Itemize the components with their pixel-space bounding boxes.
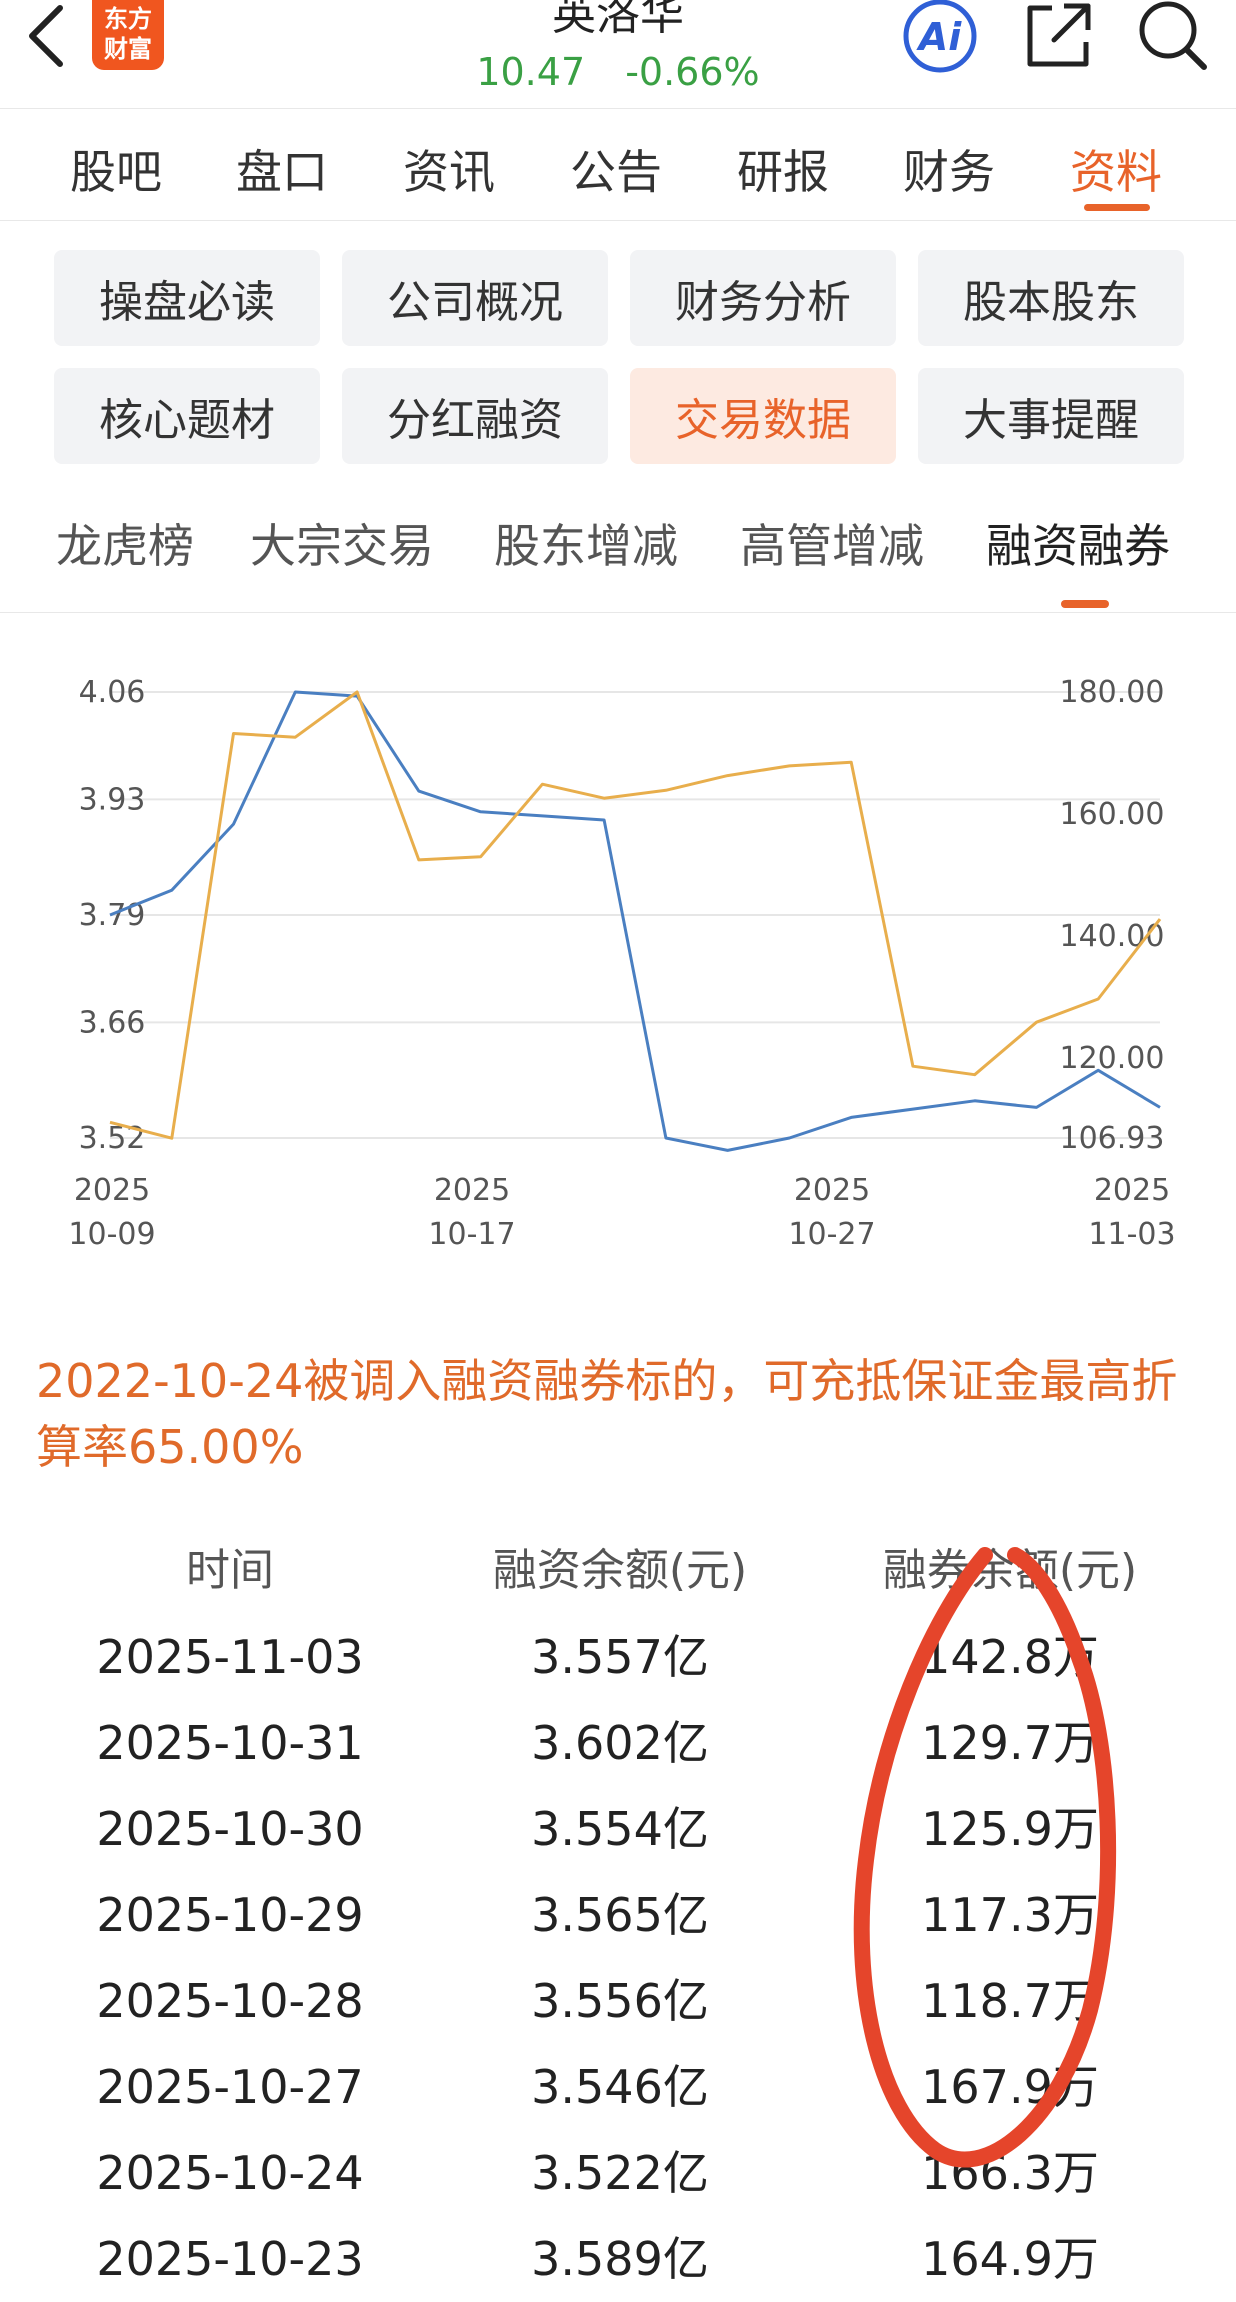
left-axis-tick: 3.52 — [79, 1121, 146, 1156]
x-axis-tick-date: 10-09 — [68, 1217, 155, 1252]
ai-assistant-button[interactable]: Ai — [900, 0, 980, 76]
row-financing: 3.554亿 — [531, 1802, 709, 1856]
x-axis-tick-year: 2025 — [74, 1173, 150, 1208]
subtab-dragon-tiger[interactable]: 龙虎榜 — [56, 519, 194, 573]
series-line-lending — [109, 690, 1162, 1140]
share-button[interactable] — [1022, 0, 1094, 72]
row-date: 2025-10-30 — [96, 1802, 364, 1856]
app-logo: 东方 财富 — [92, 0, 164, 70]
table-row[interactable]: 2025-10-30 3.554亿 125.9万 — [0, 1786, 1236, 1872]
row-lending: 166.3万 — [921, 2146, 1099, 2200]
main-tabs: 股吧 盘口 资讯 公告 研报 财务 资料 — [0, 108, 1236, 221]
margin-table: 时间 融资余额(元) 融券余额(元) 2025-11-03 3.557亿 142… — [0, 1528, 1236, 2302]
tab-announcements[interactable]: 公告 — [570, 145, 662, 199]
share-icon — [1027, 3, 1091, 67]
tab-research[interactable]: 研报 — [737, 145, 829, 199]
row-lending: 118.7万 — [921, 1974, 1099, 2028]
row-lending: 142.8万 — [921, 1630, 1099, 1684]
row-lending: 125.9万 — [921, 1802, 1099, 1856]
margin-chart: 4.063.933.793.663.52 180.00160.00140.001… — [68, 675, 1175, 1252]
row-lending: 129.7万 — [921, 1716, 1099, 1770]
row-financing: 3.546亿 — [531, 2060, 709, 2114]
x-axis-tick-year: 2025 — [794, 1173, 870, 1208]
grid-button-trading-data[interactable]: 交易数据 — [630, 368, 896, 464]
row-date: 2025-10-27 — [96, 2060, 364, 2114]
row-date: 2025-10-29 — [96, 1888, 364, 1942]
active-subtab-indicator — [1061, 600, 1109, 608]
row-date: 2025-10-28 — [96, 1974, 364, 2028]
row-date: 2025-10-24 — [96, 2146, 364, 2200]
stock-change: -0.66% — [625, 50, 760, 94]
ai-icon: Ai — [903, 0, 977, 73]
x-axis-tick-date: 10-17 — [428, 1217, 515, 1252]
table-row[interactable]: 2025-10-28 3.556亿 118.7万 — [0, 1958, 1236, 2044]
left-axis-tick: 3.66 — [79, 1005, 146, 1040]
subtab-holder-changes[interactable]: 股东增减 — [494, 519, 678, 573]
row-financing: 3.602亿 — [531, 1716, 709, 1770]
grid-button-events[interactable]: 大事提醒 — [918, 368, 1184, 464]
grid-button-dividends[interactable]: 分红融资 — [342, 368, 608, 464]
right-axis-tick: 106.93 — [1060, 1121, 1165, 1156]
svg-text:Ai: Ai — [916, 15, 962, 59]
table-row[interactable]: 2025-10-29 3.565亿 117.3万 — [0, 1872, 1236, 1958]
row-financing: 3.589亿 — [531, 2232, 709, 2286]
row-lending: 117.3万 — [921, 1888, 1099, 1942]
tab-news[interactable]: 资讯 — [403, 145, 495, 199]
stock-price: 10.47 — [476, 50, 586, 94]
active-tab-indicator — [1084, 204, 1150, 211]
table-header: 时间 融资余额(元) 融券余额(元) — [0, 1528, 1236, 1614]
x-axis-tick-date: 10-27 — [788, 1217, 875, 1252]
right-axis-tick: 120.00 — [1060, 1041, 1165, 1076]
grid-button-financial-analysis[interactable]: 财务分析 — [630, 250, 896, 346]
row-financing: 3.565亿 — [531, 1888, 709, 1942]
grid-button-core-themes[interactable]: 核心题材 — [54, 368, 320, 464]
sub-tabs: 龙虎榜 大宗交易 股东增减 高管增减 融资融券 — [0, 480, 1236, 613]
x-axis-tick-date: 11-03 — [1088, 1217, 1175, 1252]
left-axis-tick: 3.93 — [79, 782, 146, 817]
tab-pankou[interactable]: 盘口 — [236, 145, 328, 199]
row-lending: 164.9万 — [921, 2232, 1099, 2286]
header-date: 时间 — [186, 1545, 274, 1596]
tab-profile[interactable]: 资料 — [1070, 145, 1162, 199]
margin-notice: 2022-10-24被调入融资融券标的，可充抵保证金最高折算率65.00% — [36, 1354, 1178, 1474]
x-axis-tick-year: 2025 — [1094, 1173, 1170, 1208]
series-line-financing — [109, 690, 1161, 1152]
chevron-left-icon — [29, 5, 63, 67]
tab-guba[interactable]: 股吧 — [70, 145, 162, 199]
grid-button-company-overview[interactable]: 公司概况 — [342, 250, 608, 346]
table-row[interactable]: 2025-10-27 3.546亿 167.9万 — [0, 2044, 1236, 2130]
back-button[interactable] — [22, 0, 72, 76]
subtab-block-trades[interactable]: 大宗交易 — [250, 519, 434, 573]
table-row[interactable]: 2025-10-24 3.522亿 166.3万 — [0, 2130, 1236, 2216]
row-financing: 3.522亿 — [531, 2146, 709, 2200]
right-axis-tick: 140.00 — [1060, 919, 1165, 954]
stock-quote: 10.47 -0.66% — [0, 50, 1236, 94]
row-financing: 3.556亿 — [531, 1974, 709, 2028]
search-icon — [1139, 1, 1207, 70]
table-row[interactable]: 2025-11-03 3.557亿 142.8万 — [0, 1614, 1236, 1700]
row-lending: 167.9万 — [921, 2060, 1099, 2114]
tab-finance[interactable]: 财务 — [903, 145, 995, 199]
table-row[interactable]: 2025-10-31 3.602亿 129.7万 — [0, 1700, 1236, 1786]
x-axis-tick-year: 2025 — [434, 1173, 510, 1208]
grid-button-trading-guide[interactable]: 操盘必读 — [54, 250, 320, 346]
grid-button-shareholders[interactable]: 股本股东 — [918, 250, 1184, 346]
stock-name: 英洛华 — [552, 0, 684, 40]
row-date: 2025-10-31 — [96, 1716, 364, 1770]
header-financing-balance: 融资余额(元) — [492, 1545, 748, 1596]
right-axis-tick: 180.00 — [1060, 675, 1165, 710]
subtab-margin-trading[interactable]: 融资融券 — [986, 519, 1170, 573]
search-button[interactable] — [1134, 0, 1210, 76]
left-axis-tick: 4.06 — [79, 675, 146, 710]
row-financing: 3.557亿 — [531, 1630, 709, 1684]
top-bar: 东方 财富 英洛华 10.47 -0.66% Ai — [0, 0, 1236, 109]
table-row[interactable]: 2025-10-23 3.589亿 164.9万 — [0, 2216, 1236, 2302]
row-date: 2025-11-03 — [96, 1630, 364, 1684]
subtab-executive-changes[interactable]: 高管增减 — [740, 519, 924, 573]
row-date: 2025-10-23 — [96, 2232, 364, 2286]
right-axis-tick: 160.00 — [1060, 797, 1165, 832]
header-securities-lending-balance: 融券余额(元) — [882, 1545, 1138, 1596]
